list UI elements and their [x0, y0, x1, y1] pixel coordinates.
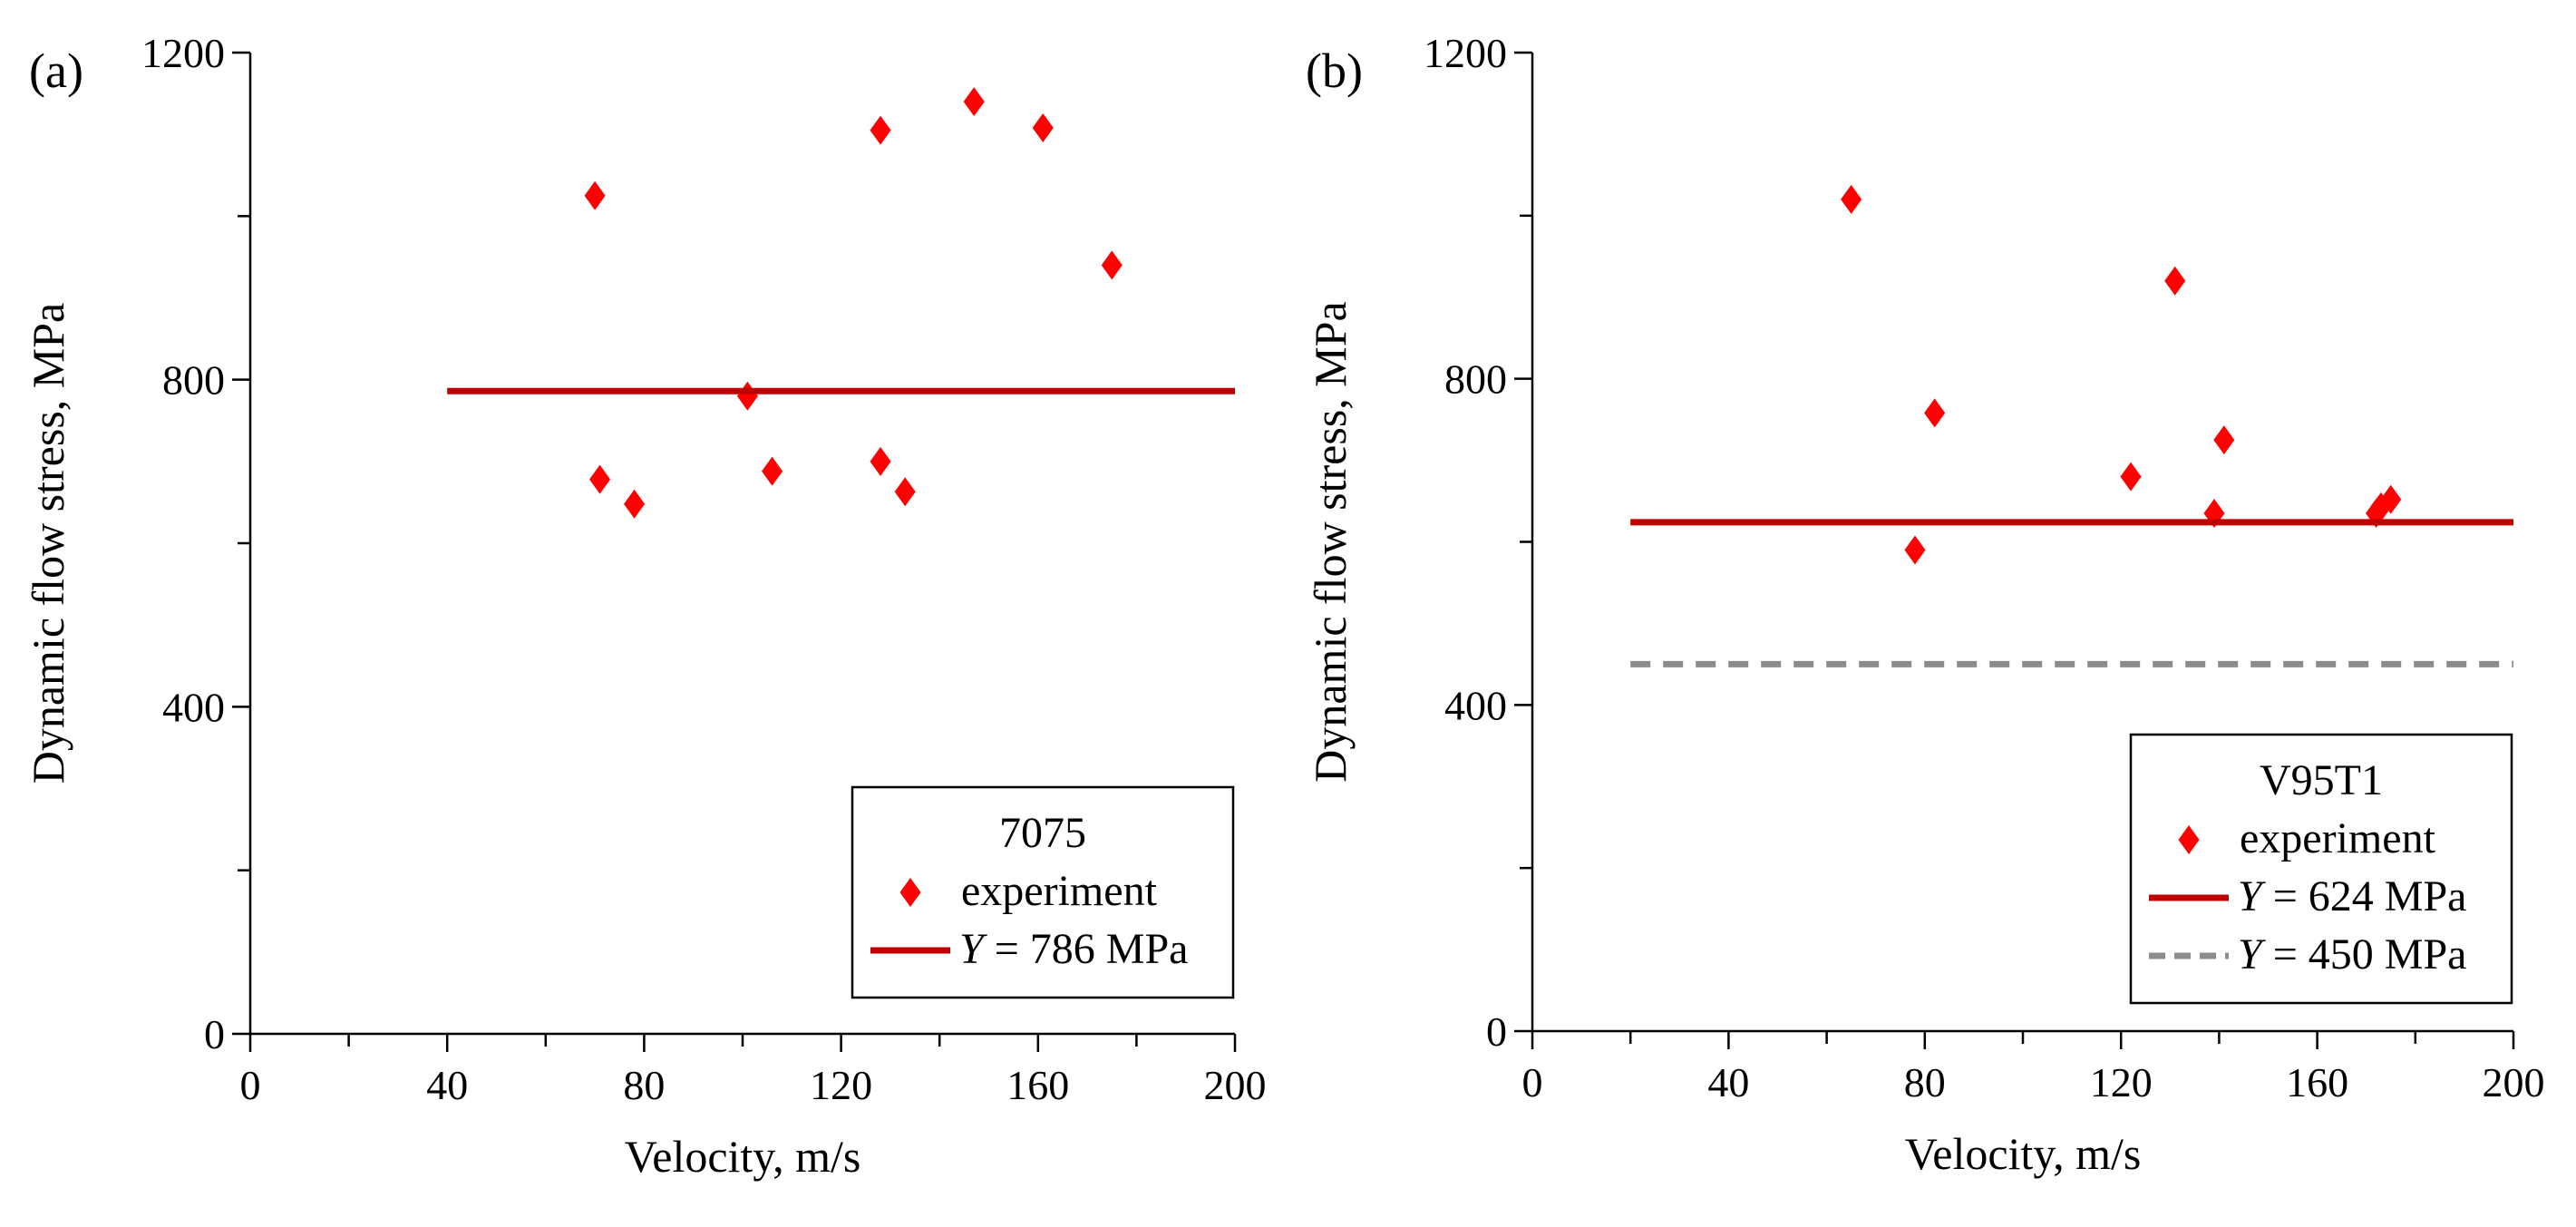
data-point-marker	[2213, 425, 2235, 455]
legend-title: V95T1	[2260, 756, 2383, 804]
legend-entry-label: Y = 624 MPa	[2238, 872, 2466, 920]
data-point-marker	[963, 87, 985, 117]
legend-entry-label: experiment	[2240, 814, 2436, 862]
y-tick-label: 0	[1486, 1008, 1507, 1055]
y-tick-label: 400	[162, 684, 225, 730]
y-tick-label: 1200	[1424, 30, 1507, 76]
legend-entry-label: Y = 786 MPa	[959, 925, 1188, 973]
x-tick-label: 200	[2483, 1059, 2545, 1105]
chart-panel-b: 0 40 80 120 160 200 0 400 800 1200 Velocity, m/s Dy…	[1305, 30, 2545, 1179]
legend-box	[2129, 733, 2513, 1005]
data-point-marker	[736, 381, 758, 411]
panel-label: (b)	[1306, 44, 1363, 98]
y-axis-title: Dynamic flow stress, MPa	[23, 303, 73, 784]
data-point-marker	[1032, 112, 1054, 142]
x-tick-label: 40	[1707, 1059, 1749, 1105]
x-tick-label: 160	[1006, 1062, 1069, 1108]
data-point-marker	[2164, 266, 2186, 296]
data-point-marker	[2120, 462, 2142, 492]
legend-value: = 450 MPa	[2262, 930, 2467, 979]
data-point-marker	[589, 464, 611, 494]
x-axis-title: Velocity, m/s	[625, 1131, 861, 1182]
y-tick-label: 800	[162, 357, 225, 404]
data-point-marker	[1904, 535, 1926, 565]
x-tick-label: 160	[2286, 1059, 2348, 1105]
data-point-marker	[624, 489, 646, 519]
data-point-marker	[894, 477, 916, 507]
legend-marker-swatch	[2178, 825, 2200, 854]
data-point-marker	[870, 115, 891, 145]
legend-entry-label: experiment	[961, 867, 1158, 915]
x-tick-label: 200	[1204, 1062, 1267, 1108]
data-point-marker	[762, 456, 783, 486]
x-axis-title: Velocity, m/s	[1905, 1128, 2142, 1179]
chart-panel-a: 0 40 80 120 160 200 0 400 800 1200 Velocity, m/s Dy…	[23, 30, 1267, 1182]
legend-symbol: Y	[959, 925, 987, 973]
y-tick-label: 800	[1444, 356, 1507, 403]
legend-entry-label: Y = 450 MPa	[2238, 930, 2466, 979]
legend: 7075 experiment Y = 786 MPa	[851, 785, 1235, 999]
x-tick-label: 120	[2090, 1059, 2153, 1105]
x-tick-label: 0	[240, 1062, 261, 1108]
y-tick-label: 1200	[141, 30, 225, 76]
y-tick-label: 0	[204, 1011, 225, 1057]
data-point-marker	[2380, 484, 2402, 514]
data-point-marker	[584, 180, 606, 210]
legend-value: = 624 MPa	[2262, 872, 2467, 920]
panel-label: (a)	[29, 44, 83, 98]
legend-marker-swatch	[899, 878, 921, 907]
x-tick-label: 80	[1904, 1059, 1946, 1105]
x-tick-label: 80	[623, 1062, 665, 1108]
data-point-marker	[870, 446, 891, 476]
x-tick-label: 40	[426, 1062, 468, 1108]
legend-value: = 786 MPa	[984, 925, 1189, 973]
data-point-marker	[1924, 398, 1946, 428]
legend-symbol: Y	[2238, 872, 2266, 920]
y-tick-label: 400	[1444, 682, 1507, 728]
data-point-marker	[1101, 250, 1123, 280]
legend-symbol: Y	[2238, 930, 2266, 979]
x-tick-label: 120	[810, 1062, 872, 1108]
x-tick-label: 0	[1522, 1059, 1543, 1105]
y-axis-title: Dynamic flow stress, MPa	[1305, 301, 1356, 783]
data-point-marker	[1841, 184, 1862, 214]
legend-title: 7075	[999, 809, 1086, 857]
